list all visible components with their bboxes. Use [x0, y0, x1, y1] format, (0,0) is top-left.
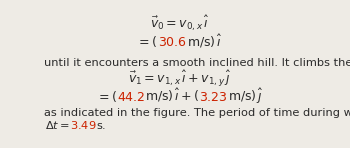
Text: as indicated in the figure. The period of time during which the car changes its : as indicated in the figure. The period o…	[44, 108, 350, 118]
Text: $ \mathrm{m/s})\,\hat{\imath}$: $ \mathrm{m/s})\,\hat{\imath}$	[187, 33, 222, 50]
Text: $\Delta t = $: $\Delta t = $	[45, 119, 70, 131]
Text: $= ($: $= ($	[136, 34, 158, 49]
Text: $30.6$: $30.6$	[158, 36, 187, 49]
Text: $3.23$: $3.23$	[199, 91, 228, 104]
Text: $\vec{v}_1 = v_{1,x}\,\hat{\imath} + v_{1,y}\,\hat{\jmath}$: $\vec{v}_1 = v_{1,x}\,\hat{\imath} + v_{…	[128, 69, 231, 89]
Text: until it encounters a smooth inclined hill. It climbs the hill with constant vel: until it encounters a smooth inclined hi…	[44, 58, 350, 68]
Text: $44.2$: $44.2$	[117, 91, 145, 104]
Text: $ \mathrm{m/s})\,\hat{\imath} + ($: $ \mathrm{m/s})\,\hat{\imath} + ($	[145, 87, 200, 104]
Text: $ \mathrm{m/s})\,\hat{\jmath}$: $ \mathrm{m/s})\,\hat{\jmath}$	[228, 87, 263, 106]
Text: $= ($: $= ($	[96, 89, 117, 104]
Text: $3.49$: $3.49$	[70, 119, 97, 131]
Text: $\vec{v}_0 = v_{0,x}\,\hat{\imath}$: $\vec{v}_0 = v_{0,x}\,\hat{\imath}$	[149, 14, 209, 33]
Text: $ \mathrm{s.}$: $ \mathrm{s.}$	[97, 122, 107, 131]
